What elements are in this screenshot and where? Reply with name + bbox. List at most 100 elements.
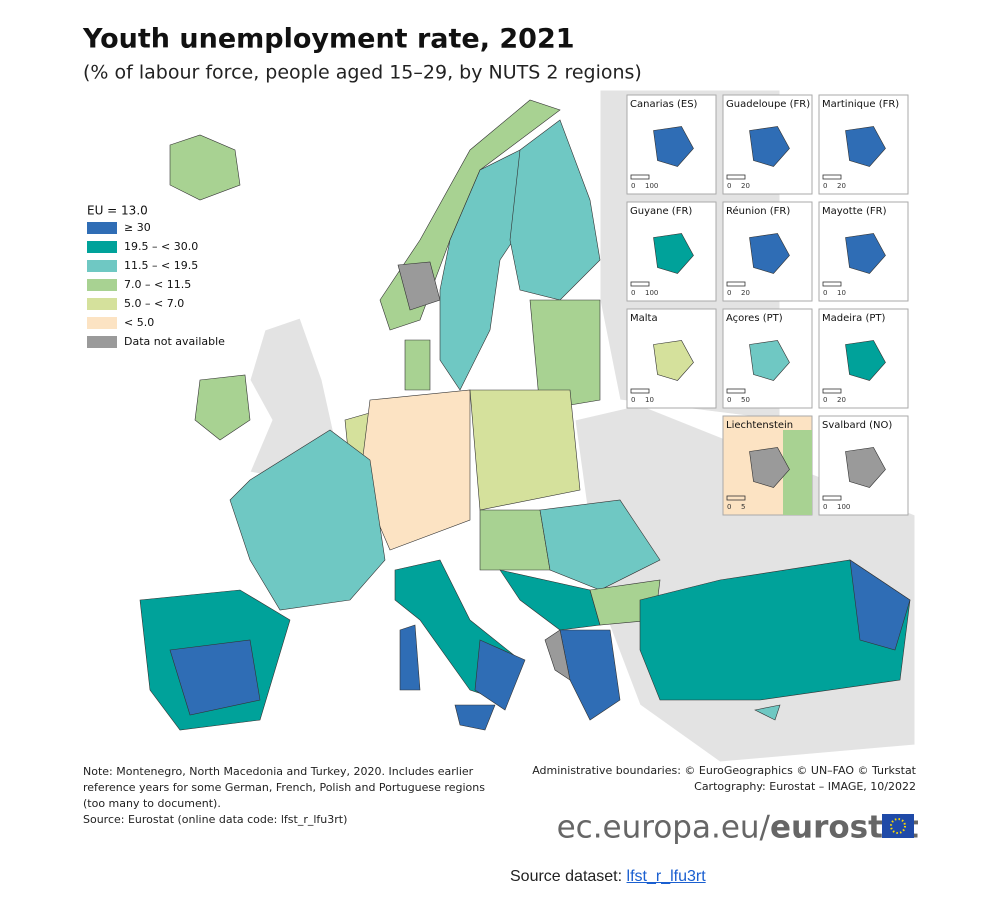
legend-label: 5.0 – < 7.0 (124, 297, 184, 310)
scale-label: 20 (837, 182, 846, 190)
scale-bar (630, 388, 650, 394)
title: Youth unemployment rate, 2021 (82, 24, 575, 55)
inset-region (749, 233, 790, 274)
scale-bar (630, 281, 650, 287)
scale-bar (726, 281, 746, 287)
region (849, 559, 911, 651)
region (454, 704, 496, 731)
region (474, 639, 526, 711)
scale-label: 0 (823, 289, 827, 297)
scale-label: 0 (631, 182, 635, 190)
inset-label: Açores (PT) (726, 313, 783, 324)
scale-label: 0 (631, 396, 635, 404)
source-label: Source dataset: (510, 868, 623, 885)
legend-label: 19.5 – < 30.0 (124, 240, 198, 253)
scale-label: 20 (741, 289, 750, 297)
inset-label: Mayotte (FR) (822, 206, 887, 217)
scale-bar (822, 174, 842, 180)
legend-label: 11.5 – < 19.5 (124, 259, 198, 272)
inset-label: Liechtenstein (726, 420, 793, 431)
credit-line: Cartography: Eurostat – IMAGE, 10/2022 (694, 780, 916, 793)
inset-region (845, 447, 886, 488)
scale-label: 20 (837, 396, 846, 404)
note-line: (too many to document). (83, 797, 221, 810)
legend-swatch (87, 260, 117, 272)
logo-domain: ec.europa.eu/ (557, 810, 771, 846)
region (169, 639, 261, 716)
inset-label: Réunion (FR) (726, 205, 790, 217)
scale-label: 5 (741, 503, 745, 511)
scale-label: 0 (631, 289, 635, 297)
inset-label: Guyane (FR) (630, 206, 692, 217)
scale-label: 0 (823, 503, 827, 511)
scale-label: 100 (645, 182, 658, 190)
region (169, 134, 241, 201)
scale-label: 0 (727, 396, 731, 404)
scale-label: 0 (727, 503, 731, 511)
inset-region (845, 126, 886, 167)
legend-swatch (87, 241, 117, 253)
scale-bar (726, 388, 746, 394)
credit-line: Administrative boundaries: © EuroGeograp… (532, 764, 916, 777)
region (499, 569, 601, 631)
inset-region (845, 233, 886, 274)
scale-bar (726, 495, 746, 501)
scale-label: 100 (645, 289, 658, 297)
scale-label: 50 (741, 396, 750, 404)
region (399, 624, 421, 691)
scale-label: 0 (727, 182, 731, 190)
scale-bar (630, 174, 650, 180)
region (539, 499, 661, 591)
inset-region (749, 447, 790, 488)
note-line: Note: Montenegro, North Macedonia and Tu… (83, 765, 474, 778)
inset-label: Martinique (FR) (822, 99, 899, 110)
region (544, 629, 571, 681)
map-figure: Youth unemployment rate, 2021 (% of labo… (82, 24, 919, 846)
inset-region (653, 233, 694, 274)
scale-label: 10 (645, 396, 654, 404)
region (229, 429, 386, 611)
inset-region (749, 340, 790, 381)
legend-label: 7.0 – < 11.5 (124, 278, 191, 291)
eu-stars (890, 818, 906, 834)
scale-label: 0 (823, 396, 827, 404)
eu-flag (882, 814, 914, 838)
region (509, 119, 601, 301)
region (404, 339, 431, 391)
note-line: Source: Eurostat (online data code: lfst… (83, 813, 347, 826)
inset-label: Malta (630, 313, 658, 324)
inset-land (783, 430, 812, 515)
scale-label: 10 (837, 289, 846, 297)
legend-label: Data not available (124, 335, 225, 348)
scale-label: 100 (837, 503, 850, 511)
legend-swatch (87, 279, 117, 291)
inset-region (749, 126, 790, 167)
legend-swatch (87, 222, 117, 234)
scale-label: 0 (727, 289, 731, 297)
scale-bar (822, 388, 842, 394)
scale-bar (822, 281, 842, 287)
region (479, 509, 551, 571)
inset-region (653, 126, 694, 167)
scale-label: 20 (741, 182, 750, 190)
region (194, 374, 251, 441)
region (529, 299, 601, 411)
inset-frame (818, 201, 909, 302)
region (754, 704, 781, 721)
legend-label: < 5.0 (124, 316, 154, 329)
inset-label: Canarias (ES) (630, 99, 698, 110)
legend-title: EU = 13.0 (87, 204, 148, 218)
source-link[interactable]: lfst_r_lfu3rt (626, 868, 706, 885)
inset-label: Madeira (PT) (822, 313, 885, 324)
scale-bar (822, 495, 842, 501)
note-line: reference years for some German, French,… (83, 781, 485, 794)
inset-label: Guadeloupe (FR) (726, 99, 810, 110)
inset-region (653, 340, 694, 381)
inset-label: Svalbard (NO) (822, 420, 892, 431)
scale-label: 0 (823, 182, 827, 190)
legend-swatch (87, 336, 117, 348)
subtitle: (% of labour force, people aged 15–29, b… (83, 62, 642, 84)
legend-label: ≥ 30 (124, 221, 151, 234)
region (469, 389, 581, 511)
